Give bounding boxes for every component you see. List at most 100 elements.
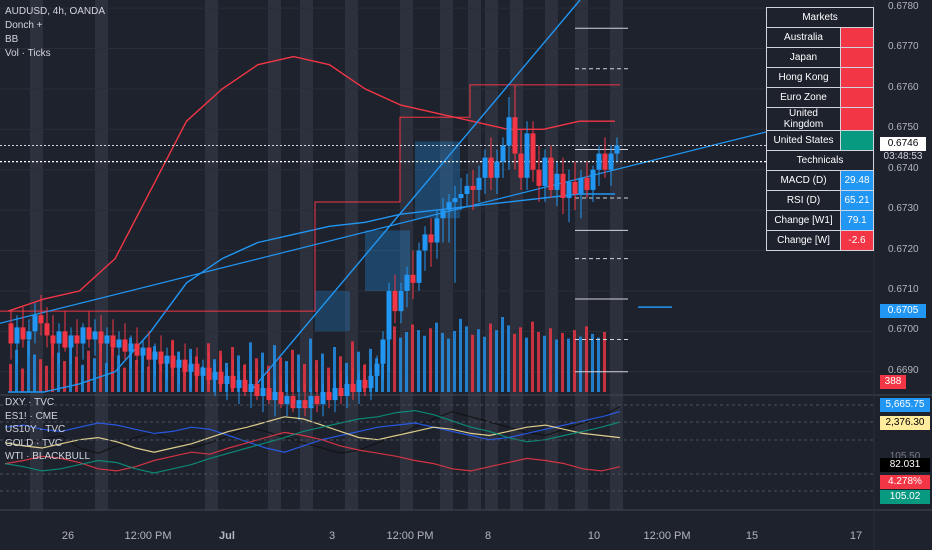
session-stripe <box>345 0 358 510</box>
candle-body <box>266 387 272 401</box>
candle-body <box>98 331 104 344</box>
time-tick-label: 12:00 PM <box>124 530 172 542</box>
volume-bar <box>441 332 444 392</box>
sub-axis-tag[interactable]: 105.50 <box>889 451 921 462</box>
session-stripe <box>545 0 558 510</box>
candle-body <box>542 157 548 186</box>
volume-bar <box>117 355 120 392</box>
candle-body <box>368 375 374 388</box>
candle-body <box>398 290 404 312</box>
technical-name: MACD (D) <box>766 170 841 191</box>
market-status-cell <box>840 67 874 88</box>
volume-bar <box>483 336 486 392</box>
price-tick-label: 0.6780 <box>888 1 919 13</box>
sub-axis-tag[interactable]: 4.278% <box>880 475 930 489</box>
session-stripe <box>205 0 218 510</box>
candle-body <box>128 343 134 352</box>
candle-body <box>104 335 110 344</box>
candle-body <box>146 347 152 360</box>
legend-gold[interactable]: GOLD · TVC <box>5 437 63 449</box>
candle-body <box>206 367 212 380</box>
candle-body <box>482 157 488 178</box>
market-status-cell <box>840 87 874 108</box>
candle-body <box>62 331 68 348</box>
candle-body <box>170 355 176 368</box>
candle-body <box>308 396 314 409</box>
volume-bar <box>123 367 126 392</box>
table-row: Change [W1] 79.1 <box>766 210 874 231</box>
candle-body <box>404 274 410 291</box>
candle-body <box>284 396 290 405</box>
volume-bar <box>81 364 84 392</box>
session-stripe <box>95 0 108 510</box>
volume-bar <box>417 330 420 392</box>
volume-bar <box>477 329 480 392</box>
volume-bar <box>471 334 474 392</box>
legend-es[interactable]: ES1! · CME <box>5 410 58 422</box>
sub-axis-tag[interactable]: 82.031 <box>880 458 930 472</box>
candle-body <box>122 339 128 352</box>
candle-body <box>332 387 338 401</box>
candle-body <box>320 392 326 405</box>
volume-bar <box>351 341 354 392</box>
volume-bar <box>411 324 414 392</box>
sub-axis-tag[interactable]: 5,665.75 <box>880 398 930 412</box>
legend-dxy[interactable]: DXY · TVC <box>5 397 55 408</box>
symbol-title[interactable]: AUDUSD, 4h, OANDA <box>5 6 106 17</box>
volume-bar <box>555 339 558 392</box>
volume-bar <box>297 354 300 392</box>
candle-body <box>578 177 584 194</box>
volume-bar <box>405 332 408 392</box>
highlight-box <box>415 141 460 219</box>
table-row: Technicals <box>766 150 874 171</box>
candle-body <box>194 363 200 376</box>
session-stripe <box>300 0 313 510</box>
session-stripe <box>440 0 453 510</box>
volume-bar <box>579 336 582 392</box>
technical-value: 65.21 <box>840 190 874 211</box>
candle-body <box>242 379 248 392</box>
legend-donchian[interactable]: Donch + <box>5 20 43 31</box>
candle-body <box>536 169 542 186</box>
candle-body <box>590 169 596 190</box>
legend-volume[interactable]: Vol · Ticks <box>5 48 51 59</box>
candle-body <box>560 173 566 199</box>
legend-wti[interactable]: WTI · BLACKBULL <box>5 451 91 462</box>
last-price-tag[interactable]: 0.6746 <box>880 137 926 152</box>
candle-body <box>188 363 194 372</box>
volume-tag[interactable]: 388 <box>880 375 906 389</box>
price-tick-label: 0.6720 <box>888 243 919 255</box>
bb-price-tag[interactable]: 0.6705 <box>880 304 926 319</box>
trend-line-steep <box>249 0 581 393</box>
candle-body <box>134 343 140 356</box>
candle-body <box>224 375 230 384</box>
candle-body <box>44 323 50 336</box>
volume-bar <box>567 338 570 392</box>
volume-bar <box>9 363 12 392</box>
volume-bar <box>495 330 498 392</box>
sub-axis-tag[interactable]: 105.02 <box>880 490 930 504</box>
technical-value: -2.6 <box>840 230 874 251</box>
table-row: Euro Zone <box>766 87 874 108</box>
sub-axis-tag[interactable]: 2,376.30 <box>880 416 930 430</box>
volume-bar <box>57 352 60 392</box>
candle-body <box>434 218 440 243</box>
volume-bar <box>39 359 42 392</box>
bb-lower-band <box>8 193 615 393</box>
volume-bar <box>75 356 78 392</box>
table-row: United Kingdom <box>766 107 874 131</box>
time-tick-label: 15 <box>745 530 759 542</box>
volume-bar <box>33 354 36 392</box>
volume-bar <box>93 358 96 392</box>
legend-bb[interactable]: BB <box>5 34 19 45</box>
legend-us10y[interactable]: US10Y · TVC <box>5 424 66 435</box>
volume-bar <box>537 332 540 392</box>
candle-body <box>494 161 500 178</box>
volume-bar <box>573 330 576 392</box>
candle-body <box>302 400 308 409</box>
volume-bar <box>273 345 276 392</box>
session-stripe <box>485 0 498 510</box>
volume-bar <box>435 322 438 392</box>
candle-body <box>8 323 14 344</box>
technical-name: Change [W1] <box>766 210 841 231</box>
